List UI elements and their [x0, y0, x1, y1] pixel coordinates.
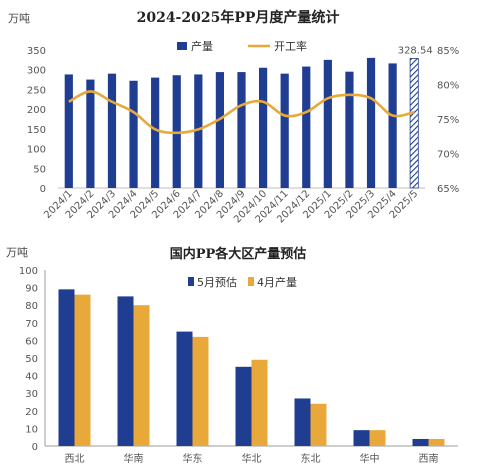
chart2-april-output-bar: [74, 294, 91, 446]
chart2-y-tick-label: 80: [25, 301, 38, 312]
chart1-y2-tick-label: 75%: [437, 115, 459, 126]
chart1-legend-swatch-output: [177, 42, 187, 50]
chart2-may-estimate-bar: [176, 331, 193, 446]
chart2-may-estimate-bar: [353, 430, 370, 446]
chart1-output-bar: [86, 79, 95, 188]
chart1-output-bar: [64, 74, 73, 188]
chart1-output-bar: [280, 73, 289, 188]
chart2-april-output-bar: [428, 438, 445, 446]
chart1-output-bar: [388, 63, 397, 188]
chart1-last-bar-data-label: 328.54: [398, 45, 433, 56]
chart1-legend-label-rate: 开工率: [274, 39, 307, 53]
chart2-may-estimate-bar: [235, 366, 252, 446]
chart1-y2-tick-label: 70%: [437, 150, 459, 161]
chart2-y-tick-label: 20: [25, 407, 38, 418]
chart2-x-tick-label: 华南: [124, 452, 144, 465]
chart1-output-bar: [215, 72, 225, 188]
chart2-april-output-bar: [251, 359, 268, 446]
chart2-april-output-bar: [369, 430, 386, 446]
chart2-y-tick-label: 30: [25, 389, 38, 400]
chart2-april-output-bar: [192, 336, 209, 446]
monthly-pp-output-svg: 2024-2025年PP月度产量统计 万吨 328.54 0 50 100 150 20…: [8, 9, 459, 225]
chart2-y-tick-label: 100: [19, 266, 38, 277]
chart2-y-unit: 万吨: [6, 246, 28, 259]
chart1-y-tick-label: 200: [27, 105, 46, 116]
chart2-y-tick-label: 70: [25, 319, 38, 330]
chart2-may-estimate-bar: [412, 438, 429, 446]
chart1-output-bar: [107, 73, 117, 188]
chart1-y-tick-label: 300: [27, 66, 46, 77]
chart1-y2-tick-label: 65%: [437, 184, 459, 195]
chart2-x-tick-label: 华中: [360, 452, 380, 465]
chart1-output-bar: [151, 77, 160, 188]
chart1-y-tick-label: 100: [27, 145, 46, 156]
chart1-y-tick-label: 250: [27, 85, 46, 96]
chart2-y-tick-label: 0: [32, 442, 38, 453]
chart1-title: 2024-2025年PP月度产量统计: [137, 9, 340, 26]
chart2-x-tick-label: 东北: [301, 452, 321, 465]
chart2-y-tick-label: 40: [25, 372, 38, 383]
regional-pp-output-chart: 国内PP各大区产量预估 万吨 0 10 20 30 40 50 60 70 80 90 100 西北 华…: [0, 238, 477, 476]
chart2-title: 国内PP各大区产量预估: [170, 246, 307, 262]
chart2-legend-swatch-may: [188, 277, 194, 286]
chart1-legend-label-output: 产量: [191, 39, 213, 53]
chart2-x-tick-label: 西北: [65, 453, 85, 465]
chart1-y2-tick-label: 80%: [437, 81, 459, 92]
chart2-x-tick-label: 西南: [419, 452, 439, 465]
chart1-output-bar: [258, 67, 268, 188]
chart1-y-unit: 万吨: [8, 12, 30, 25]
chart1-y-tick-label: 150: [27, 125, 46, 136]
chart2-legend-label-april: 4月产量: [257, 275, 297, 289]
chart2-may-estimate-bar: [58, 289, 75, 446]
chart1-output-bar: [366, 57, 376, 189]
chart1-operating-rate-line: [68, 90, 415, 135]
chart1-y-tick-label: 0: [40, 184, 46, 195]
chart1-y-tick-label: 50: [33, 164, 46, 175]
chart1-output-bar: [345, 71, 354, 188]
chart2-y-tick-label: 60: [25, 336, 38, 347]
chart1-output-bar: [237, 72, 246, 188]
monthly-pp-output-chart: 2024-2025年PP月度产量统计 万吨 328.54 0 50 100 150 20…: [8, 9, 459, 225]
chart2-x-tick-label: 华东: [183, 452, 203, 465]
chart2-legend-swatch-april: [248, 277, 254, 286]
chart1-output-bar: [129, 80, 138, 188]
chart2-y-tick-label: 90: [25, 284, 38, 295]
chart1-y-tick-label: 350: [27, 46, 46, 57]
chart2-x-tick-label: 华北: [242, 452, 262, 465]
chart1-y2-tick-label: 85%: [437, 46, 459, 57]
chart2-april-output-bar: [310, 403, 327, 446]
chart1-output-bar: [409, 58, 419, 189]
chart1-output-bar: [323, 59, 332, 188]
chart1-output-bar: [194, 74, 203, 188]
chart2-legend-label-may: 5月预估: [197, 276, 237, 289]
regional-pp-output-svg: 国内PP各大区产量预估 万吨 0 10 20 30 40 50 60 70 80 90 100 西北 华…: [6, 246, 458, 465]
chart2-y-tick-label: 10: [25, 424, 38, 435]
chart2-may-estimate-bar: [294, 398, 311, 446]
chart2-y-tick-label: 50: [25, 354, 38, 365]
chart2-may-estimate-bar: [117, 296, 134, 446]
chart2-april-output-bar: [133, 305, 150, 446]
chart1-output-bar: [302, 66, 311, 188]
